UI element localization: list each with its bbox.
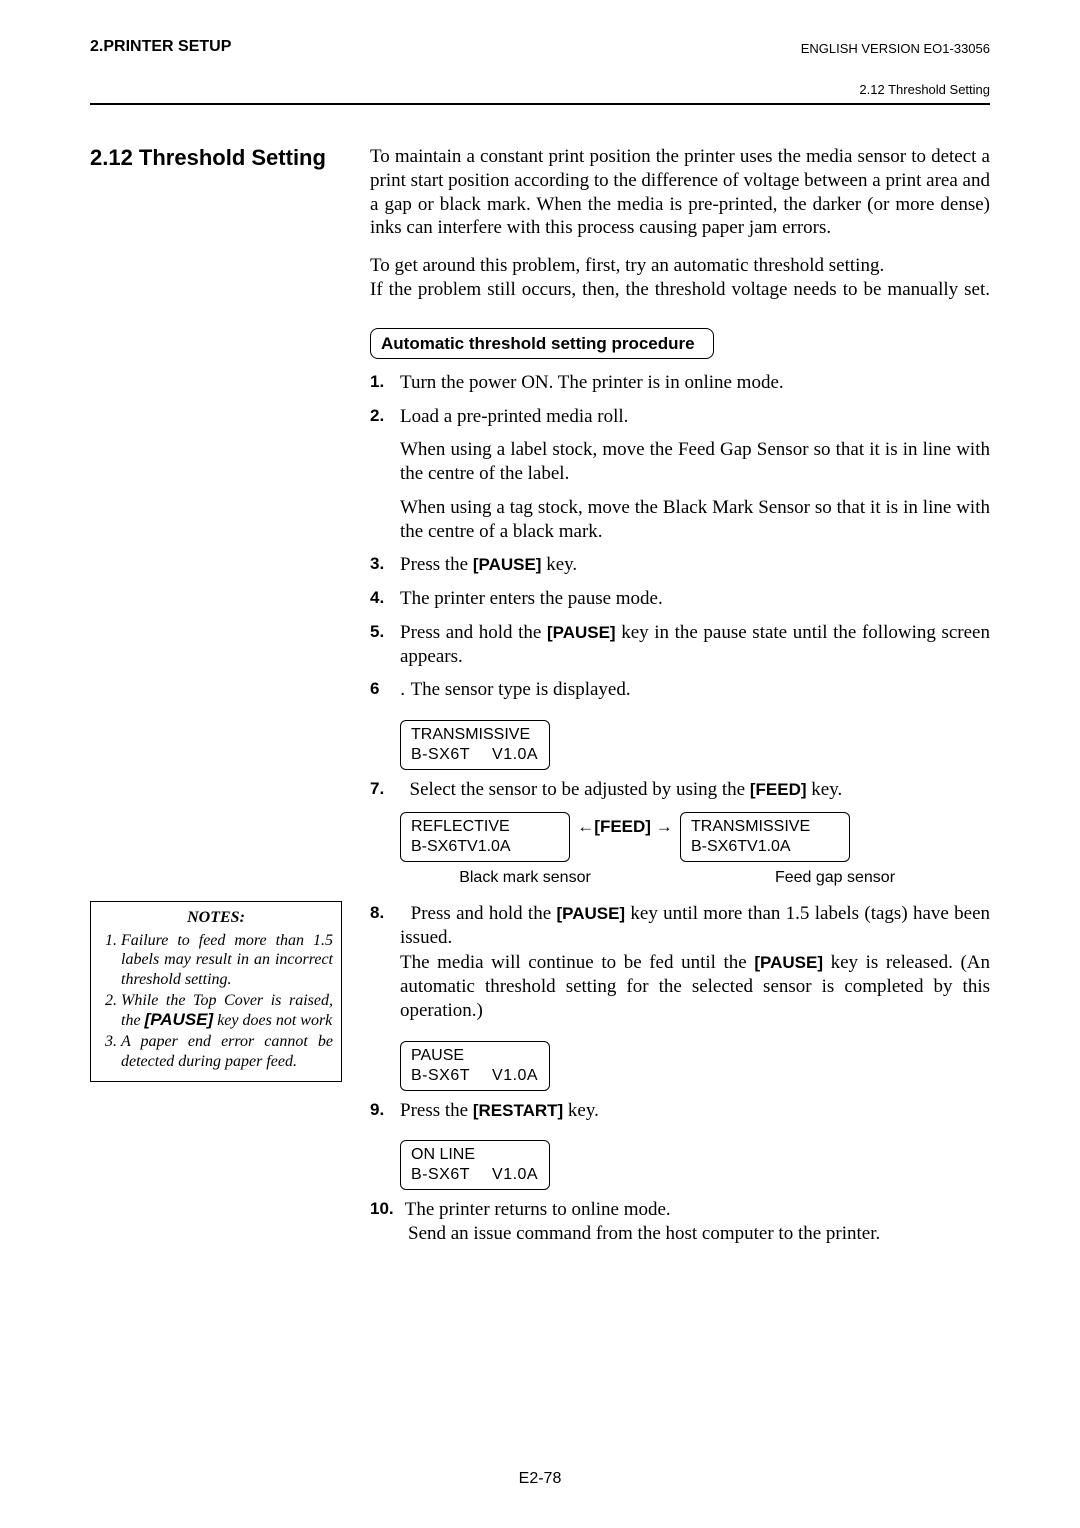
section-heading: 2.12 Threshold Setting bbox=[90, 145, 342, 171]
step-10: 10. The printer returns to online mode. … bbox=[370, 1198, 990, 1246]
note-3: A paper end error cannot be detected dur… bbox=[121, 1032, 333, 1070]
lcd-transmissive: TRANSMISSIVE B-SX6TV1.0A bbox=[400, 720, 550, 770]
note-1: Failure to feed more than 1.5 labels may… bbox=[121, 931, 333, 989]
note-2: While the Top Cover is raised, the [PAUS… bbox=[121, 991, 333, 1031]
arrow-left-icon: ← bbox=[577, 816, 594, 837]
lcd-pause: PAUSE B-SX6TV1.0A bbox=[400, 1041, 550, 1091]
step-5: 5.Press and hold the [PAUSE] key in the … bbox=[370, 621, 990, 669]
step-8: 8. Press and hold the [PAUSE] key until … bbox=[370, 902, 990, 1023]
header-rule bbox=[90, 103, 990, 105]
step-2: 2.Load a pre-printed media roll. When us… bbox=[370, 405, 990, 544]
step-2-sub-b: When using a tag stock, move the Black M… bbox=[400, 496, 990, 544]
feed-key-arrows: ←[FEED] → bbox=[570, 812, 680, 837]
step-7: 7. Select the sensor to be adjusted by u… bbox=[370, 778, 990, 802]
header-left: 2.PRINTER SETUP bbox=[90, 38, 231, 56]
caption-black-mark: Black mark sensor bbox=[400, 868, 610, 888]
steps-list-3: 8. Press and hold the [PAUSE] key until … bbox=[370, 902, 990, 1023]
step-4: 4.The printer enters the pause mode. bbox=[370, 587, 990, 611]
header-right: ENGLISH VERSION EO1-33056 bbox=[801, 41, 990, 56]
body-columns: 2.12 Threshold Setting NOTES: Failure to… bbox=[90, 145, 990, 1256]
step-1: 1.Turn the power ON. The printer is in o… bbox=[370, 371, 990, 395]
page: 2.PRINTER SETUP ENGLISH VERSION EO1-3305… bbox=[0, 0, 1080, 1528]
sensor-captions: Black mark sensor Feed gap sensor bbox=[400, 868, 990, 888]
steps-list-2: 7. Select the sensor to be adjusted by u… bbox=[370, 778, 990, 802]
left-column: 2.12 Threshold Setting NOTES: Failure to… bbox=[90, 145, 342, 1256]
header-sub: 2.12 Threshold Setting bbox=[90, 82, 990, 97]
intro-p1: To maintain a constant print position th… bbox=[370, 145, 990, 240]
lcd-reflective: REFLECTIVE B-SX6TV1.0A bbox=[400, 812, 570, 862]
caption-feed-gap: Feed gap sensor bbox=[720, 868, 920, 888]
notes-list: Failure to feed more than 1.5 labels may… bbox=[99, 931, 333, 1071]
step-6: 6. The sensor type is displayed. bbox=[370, 678, 990, 702]
page-footer: E2-78 bbox=[0, 1470, 1080, 1488]
steps-list-5: 10. The printer returns to online mode. … bbox=[370, 1198, 990, 1246]
step-8-cont: The media will continue to be fed until … bbox=[400, 951, 990, 1022]
step-9: 9.Press the [RESTART] key. bbox=[370, 1099, 990, 1123]
intro-p2: To get around this problem, first, try a… bbox=[370, 254, 990, 302]
notes-box: NOTES: Failure to feed more than 1.5 lab… bbox=[90, 901, 342, 1082]
notes-title: NOTES: bbox=[99, 908, 333, 927]
steps-list-4: 9.Press the [RESTART] key. bbox=[370, 1099, 990, 1123]
right-column: To maintain a constant print position th… bbox=[370, 145, 990, 1256]
arrow-right-icon: → bbox=[651, 816, 673, 837]
page-header: 2.PRINTER SETUP ENGLISH VERSION EO1-3305… bbox=[90, 38, 990, 56]
step-3: 3.Press the [PAUSE] key. bbox=[370, 553, 990, 577]
steps-list: 1.Turn the power ON. The printer is in o… bbox=[370, 371, 990, 702]
procedure-title-box: Automatic threshold setting procedure bbox=[370, 328, 714, 359]
sensor-select-row: REFLECTIVE B-SX6TV1.0A ←[FEED] → TRANSMI… bbox=[400, 812, 990, 862]
step-2-sub-a: When using a label stock, move the Feed … bbox=[400, 438, 990, 486]
step-10-cont: Send an issue command from the host comp… bbox=[400, 1222, 990, 1246]
lcd-transmissive-2: TRANSMISSIVE B-SX6TV1.0A bbox=[680, 812, 850, 862]
lcd-online: ON LINE B-SX6TV1.0A bbox=[400, 1140, 550, 1190]
